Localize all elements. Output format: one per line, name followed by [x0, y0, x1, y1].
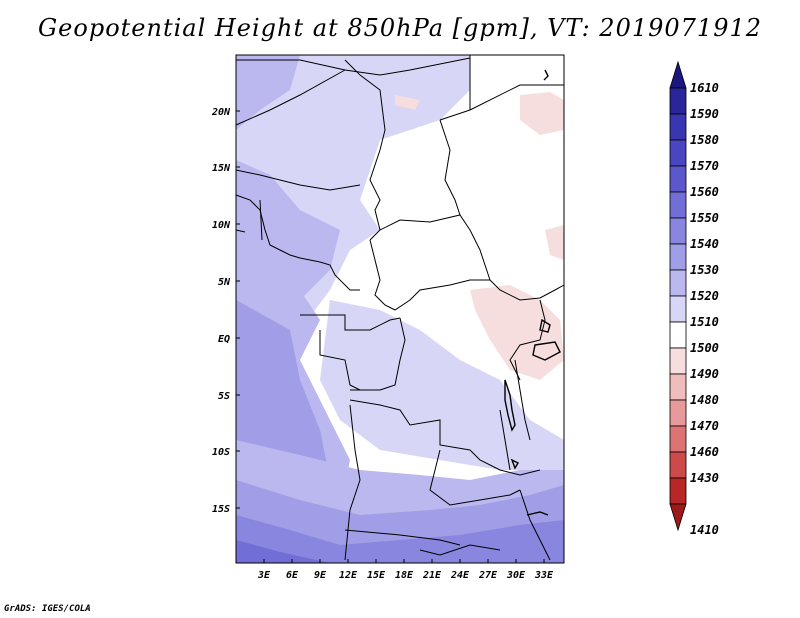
lon-label: 9E: [314, 570, 327, 581]
footer-credit: GrADS: IGES/COLA: [4, 604, 91, 614]
colorbar-segment: [669, 191, 687, 219]
lon-label: 18E: [395, 570, 414, 581]
lat-label: 15S: [212, 504, 230, 515]
lat-label: 15N: [212, 163, 231, 174]
map-frame: [235, 54, 565, 564]
colorbar-bottom-arrow: [669, 503, 687, 532]
colorbar-labels: 1610 1590 1580 1570 1560 1550 1540 1530 …: [690, 81, 719, 537]
colorbar-label: 1530: [690, 263, 719, 277]
latitude-ticks: 20N 15N 10N 5N EQ 5S 10S 15S: [211, 107, 240, 515]
colorbar-label: 1500: [690, 341, 719, 355]
lat-label: 10S: [212, 447, 230, 458]
country-borders: [235, 55, 565, 561]
lat-label: 20N: [211, 107, 231, 118]
map-field: [236, 55, 564, 563]
colorbar-segment: [669, 321, 687, 349]
lat-label: EQ: [218, 334, 230, 345]
colorbar-segment: [669, 399, 687, 427]
colorbar-top-arrow: [669, 60, 687, 89]
map-title: Geopotential Height at 850hPa [gpm], VT:…: [38, 14, 762, 42]
colorbar-label: 1470: [690, 419, 719, 433]
colorbar-segment: [669, 451, 687, 479]
colorbar-segment: [669, 139, 687, 167]
colorbar-segment: [669, 165, 687, 193]
lon-label: 15E: [367, 570, 386, 581]
lon-label: 12E: [339, 570, 358, 581]
lat-label: 10N: [212, 220, 231, 231]
lon-label: 30E: [506, 570, 526, 581]
colorbar-label: 1580: [690, 133, 719, 147]
colorbar-label: 1480: [690, 393, 719, 407]
lon-label: 6E: [286, 570, 299, 581]
colorbar-label: 1540: [690, 237, 719, 251]
colorbar-label: 1610: [690, 81, 719, 95]
colorbar-segment: [669, 373, 687, 401]
lat-label: 5N: [218, 277, 231, 288]
colorbar-label: 1510: [690, 315, 719, 329]
colorbar-label: 1590: [690, 107, 719, 121]
longitude-ticks: 3E 6E 9E 12E 15E 18E 21E 24E 27E 30E 33E: [257, 559, 554, 581]
colorbar-segments: [669, 60, 687, 532]
lat-label: 5S: [218, 391, 230, 402]
colorbar-label: 1430: [690, 471, 719, 485]
colorbar-label: 1410: [690, 523, 719, 537]
colorbar-label: 1550: [690, 211, 719, 225]
lon-label: 21E: [422, 570, 442, 581]
colorbar-label: 1490: [690, 367, 719, 381]
colorbar-segment: [669, 217, 687, 245]
colorbar-segment: [669, 477, 687, 505]
lon-label: 27E: [478, 570, 498, 581]
colorbar: 1610 1590 1580 1570 1560 1550 1540 1530 …: [669, 60, 719, 537]
lon-label: 33E: [534, 570, 554, 581]
colorbar-segment: [669, 425, 687, 453]
colorbar-label: 1520: [690, 289, 719, 303]
colorbar-segment: [669, 243, 687, 271]
colorbar-segment: [669, 269, 687, 297]
lon-label: 3E: [257, 570, 271, 581]
colorbar-label: 1560: [690, 185, 719, 199]
colorbar-segment: [669, 295, 687, 323]
colorbar-segment: [669, 87, 687, 115]
colorbar-segment: [669, 113, 687, 141]
colorbar-segment: [669, 347, 687, 375]
colorbar-label: 1570: [690, 159, 719, 173]
colorbar-label: 1460: [690, 445, 719, 459]
lon-label: 24E: [450, 570, 470, 581]
lake-outlines: [504, 69, 561, 516]
